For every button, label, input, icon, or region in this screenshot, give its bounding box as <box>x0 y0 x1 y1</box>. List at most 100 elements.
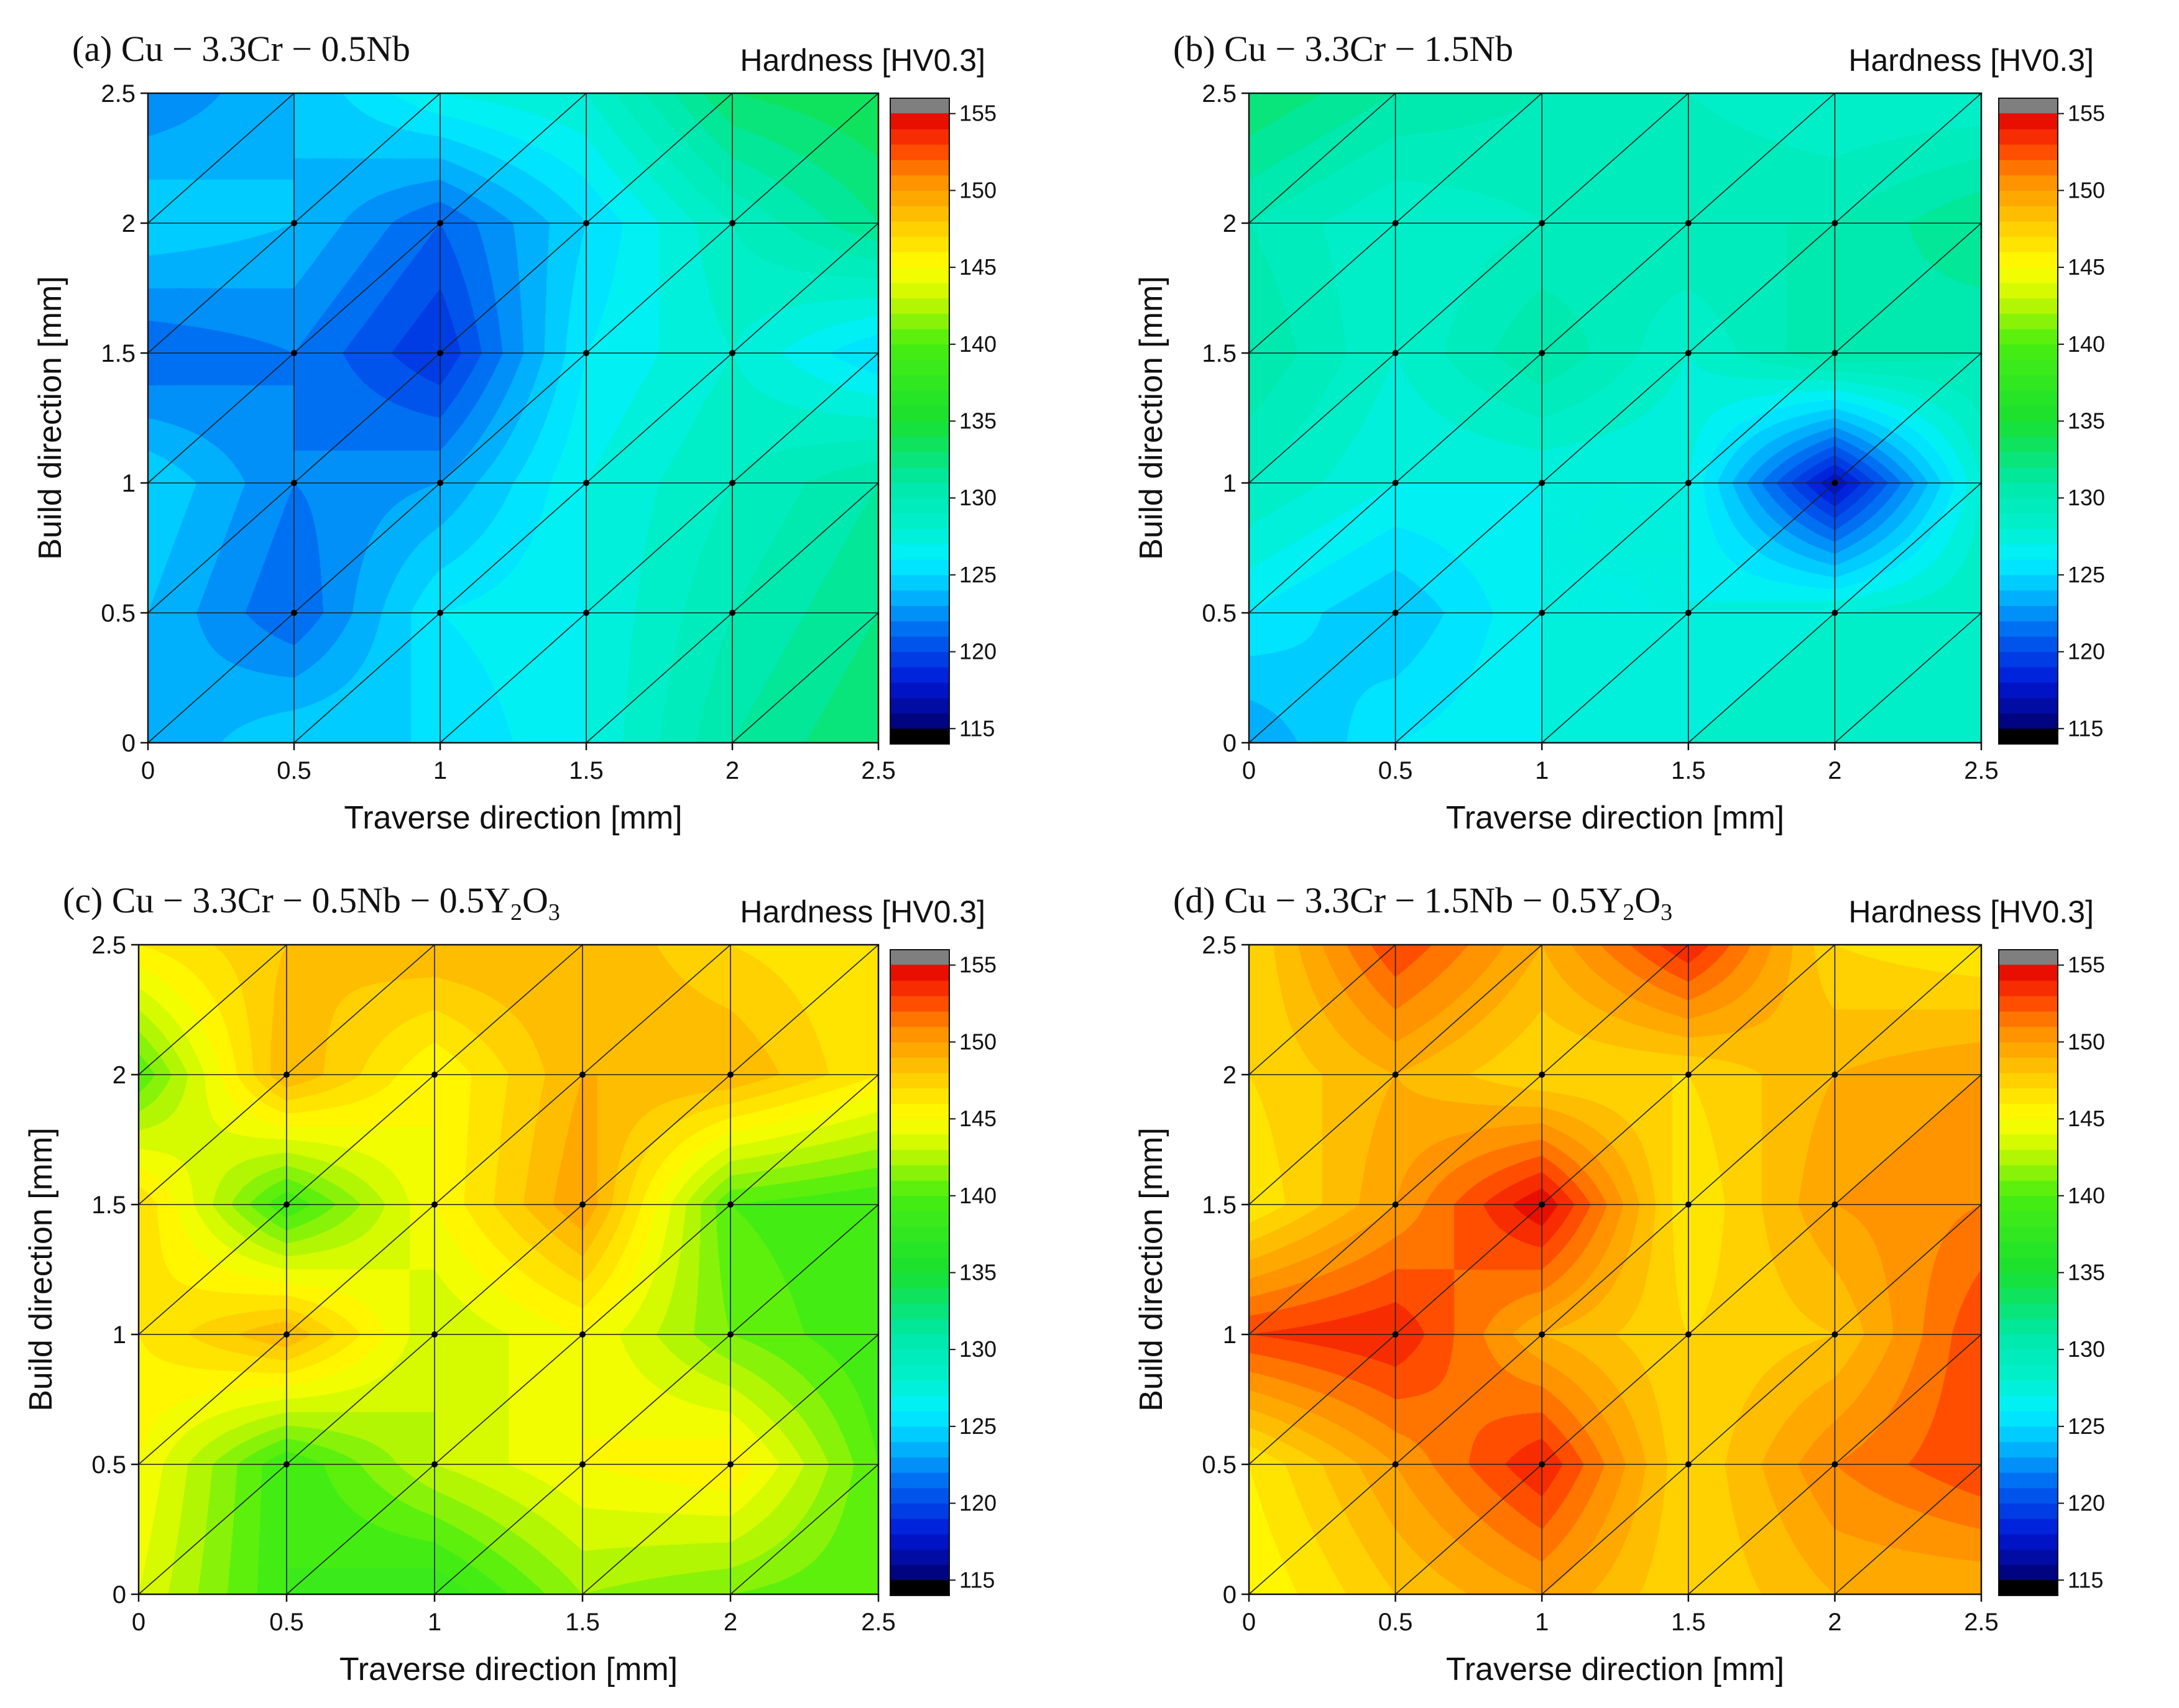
colorbar-band <box>1999 1026 2058 1042</box>
triangulation-line <box>1248 93 1689 484</box>
measurement-point <box>1392 480 1399 486</box>
y-tick-label: 1 <box>113 1321 126 1349</box>
measurement-point <box>579 1072 586 1078</box>
triangulation-line <box>138 944 583 1335</box>
colorbar-band <box>1999 528 2058 544</box>
colorbar-tick-label: 155 <box>2068 101 2105 126</box>
colorbar-tick-label: 150 <box>959 177 997 203</box>
colorbar: 115 120 125 130 135 140 145 150 155 Hardness [HV0… <box>740 43 997 745</box>
colorbar-band <box>1999 605 2058 622</box>
colorbar-band <box>890 590 949 606</box>
measurement-point <box>291 610 297 616</box>
y-tick-label: 1 <box>1223 470 1237 497</box>
x-tick-label: 1.5 <box>1671 757 1706 784</box>
colorbar-band <box>1999 1088 2058 1104</box>
colorbar-band <box>1999 1195 2058 1212</box>
colorbar-band <box>1999 421 2058 437</box>
panel-composition: Cu − 3.3Cr − 1.5Nb <box>1224 29 1513 69</box>
colorbar-band <box>890 1410 949 1427</box>
colorbar-band <box>1999 1287 2058 1304</box>
colorbar-band <box>890 1303 949 1320</box>
x-tick-label: 1.5 <box>569 757 604 784</box>
colorbar-tick-label: 135 <box>2068 408 2105 434</box>
triangulation-line <box>1541 352 1982 743</box>
colorbar-band <box>1999 1257 2058 1273</box>
measurement-point <box>431 1461 438 1467</box>
y-tick-label: 0 <box>122 730 136 757</box>
colorbar-band <box>1999 1226 2058 1242</box>
colorbar-band <box>1999 236 2058 252</box>
colorbar-over-cap <box>1999 950 2058 965</box>
x-tick-label: 0 <box>132 1609 145 1636</box>
colorbar-band <box>890 1041 949 1058</box>
colorbar-band <box>1999 543 2058 560</box>
panel-subscript: 3 <box>1661 899 1672 925</box>
y-tick-label: 0.5 <box>101 600 136 627</box>
colorbar-band <box>890 666 949 683</box>
plot-frame <box>1248 92 1983 744</box>
triangulation-line <box>147 93 295 224</box>
measurement-point <box>283 1201 290 1208</box>
measurement-point <box>583 610 589 616</box>
panel-title: (c) Cu − 3.3Cr − 0.5Nb − 0.5Y2O3 <box>63 880 560 925</box>
colorbar-band <box>890 113 949 129</box>
colorbar-band <box>890 1149 949 1165</box>
colorbar-band <box>1999 1410 2058 1427</box>
colorbar-band <box>890 1318 949 1334</box>
colorbar-band <box>890 1195 949 1212</box>
colorbar-band <box>890 697 949 714</box>
colorbar-under-cap <box>890 728 949 744</box>
triangulation-line <box>1834 612 1982 743</box>
colorbar-band <box>890 251 949 268</box>
measurement-point <box>1392 1072 1399 1078</box>
colorbar-band <box>1999 1103 2058 1119</box>
colorbar-tick-label: 140 <box>959 1183 997 1208</box>
colorbar-band <box>1999 467 2058 483</box>
colorbar-under-cap <box>890 1580 949 1596</box>
colorbar-tick-label: 130 <box>2068 485 2105 510</box>
y-tick-label: 0 <box>113 1581 126 1609</box>
colorbar-band <box>890 620 949 637</box>
colorbar-title: Hardness [HV0.3] <box>740 894 985 929</box>
colorbar-tick-label: 120 <box>959 1490 997 1516</box>
colorbar-tick-label: 125 <box>959 1413 997 1439</box>
triangulation-line <box>730 1464 879 1595</box>
colorbar-band <box>890 313 949 329</box>
x-tick-label: 0 <box>1242 757 1256 784</box>
measurement-point <box>727 1072 734 1078</box>
x-tick-label: 1.5 <box>1671 1609 1706 1636</box>
colorbar-band <box>1999 1118 2058 1135</box>
colorbar-tick-label: 125 <box>959 562 997 587</box>
colorbar-band <box>1999 1549 2058 1566</box>
measurement-point <box>437 350 443 356</box>
measurement-point <box>1685 1461 1692 1467</box>
x-axis-label: Traverse direction [mm] <box>339 1651 678 1687</box>
colorbar-over-cap <box>890 950 949 965</box>
colorbar-band <box>890 1287 949 1304</box>
panel-letter: (c) <box>63 880 112 921</box>
colorbar-band <box>890 1426 949 1443</box>
y-tick-label: 2 <box>1223 1062 1237 1089</box>
colorbar-band <box>1999 436 2058 452</box>
measurement-point <box>1392 1201 1399 1208</box>
x-tick-label: 0.5 <box>269 1609 304 1636</box>
colorbar-band <box>1999 482 2058 498</box>
colorbar: 115 120 125 130 135 140 145 150 155 Hardness [HV0… <box>740 894 997 1596</box>
x-tick-label: 0 <box>1242 1609 1256 1636</box>
measurement-point <box>283 1072 290 1078</box>
measurement-point <box>579 1201 586 1208</box>
colorbar-band <box>1999 1503 2058 1519</box>
colorbar-band <box>1999 1564 2058 1581</box>
colorbar-band <box>1999 451 2058 468</box>
colorbar-band <box>890 1180 949 1196</box>
colorbar-tick-label: 115 <box>959 1567 995 1592</box>
measurement-point <box>1831 350 1838 356</box>
colorbar-band <box>1999 159 2058 176</box>
colorbar-under-cap <box>1999 1580 2058 1596</box>
measurement-point <box>729 610 735 616</box>
triangulation-line <box>1248 93 1982 743</box>
mesh-lines <box>1248 93 1982 743</box>
measurement-point <box>1539 1331 1546 1338</box>
colorbar-band <box>890 159 949 176</box>
y-axis-label: Build direction [mm] <box>23 1127 59 1412</box>
